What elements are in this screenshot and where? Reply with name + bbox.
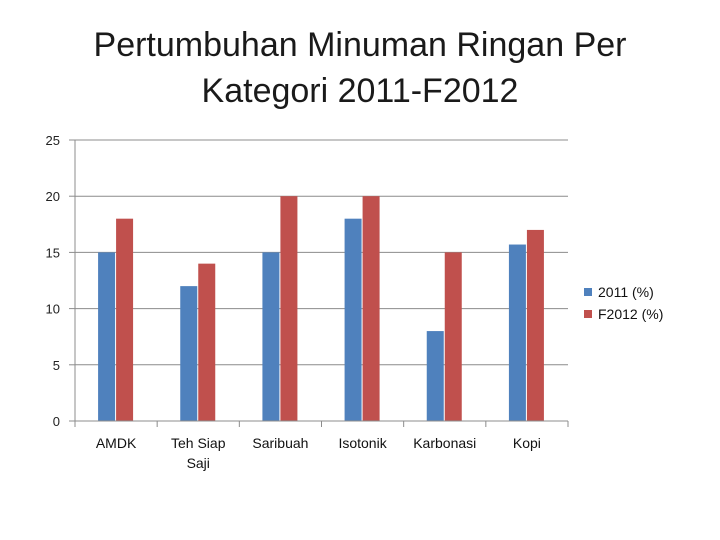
legend-item-f2012: F2012 (%): [584, 303, 663, 325]
x-tick-label-5: Kopi: [513, 435, 541, 451]
bar-f2012-4: [444, 252, 462, 421]
x-tick-label-0: AMDK: [96, 435, 137, 451]
y-tick-label-0: 0: [53, 414, 60, 429]
x-tick-label-2: Saribuah: [252, 435, 308, 451]
y-tick-label-15: 15: [46, 245, 60, 260]
x-tick-label-4: Karbonasi: [413, 435, 476, 451]
bar-f2012-0: [116, 218, 134, 421]
x-tick-label-3: Isotonik: [338, 435, 387, 451]
y-tick-label-25: 25: [46, 133, 60, 148]
bar-2011-4: [426, 331, 444, 421]
x-tick-label-1-line-0: Teh Siap: [171, 435, 226, 451]
bar-2011-2: [262, 252, 280, 421]
legend-label-f2012: F2012 (%): [598, 306, 664, 322]
x-tick-label-1-line-1: Saji: [187, 455, 210, 471]
bar-f2012-3: [362, 196, 380, 421]
legend-label-2011: 2011 (%): [598, 284, 654, 300]
y-tick-label-5: 5: [53, 358, 60, 373]
bar-2011-3: [344, 218, 362, 421]
legend-swatch-2011: [584, 288, 592, 296]
bar-f2012-5: [526, 229, 544, 421]
y-tick-label-10: 10: [46, 302, 60, 317]
chart-title-line-1: Pertumbuhan Minuman Ringan Per: [93, 26, 627, 64]
legend-item-2011: 2011 (%): [584, 281, 663, 303]
bar-2011-0: [98, 252, 116, 421]
y-tick-label-20: 20: [46, 189, 60, 204]
bar-f2012-1: [198, 263, 216, 421]
bar-2011-5: [508, 244, 526, 421]
chart-title-line-2: Kategori 2011-F2012: [201, 72, 519, 110]
legend-swatch-f2012: [584, 310, 592, 318]
chart-title: Pertumbuhan Minuman Ringan Per Kategori …: [0, 22, 720, 114]
bar-2011-1: [180, 286, 198, 421]
bar-f2012-2: [280, 196, 298, 421]
legend: 2011 (%) F2012 (%): [584, 281, 663, 325]
